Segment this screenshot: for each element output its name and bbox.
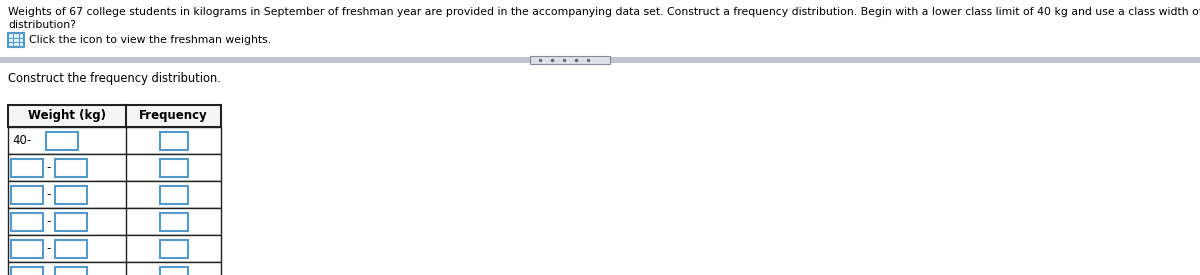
Bar bbox=[160, 266, 187, 275]
Text: -: - bbox=[47, 188, 52, 201]
Bar bbox=[8, 154, 221, 181]
Bar bbox=[8, 181, 221, 208]
Bar bbox=[8, 33, 24, 47]
Text: Construct the frequency distribution.: Construct the frequency distribution. bbox=[8, 72, 221, 85]
Bar bbox=[160, 213, 187, 230]
Text: -: - bbox=[47, 215, 52, 228]
Text: Click the icon to view the freshman weights.: Click the icon to view the freshman weig… bbox=[29, 35, 271, 45]
Text: distribution?: distribution? bbox=[8, 20, 76, 30]
Bar bbox=[160, 158, 187, 177]
Bar bbox=[160, 240, 187, 257]
Bar bbox=[8, 208, 221, 235]
Bar bbox=[11, 266, 43, 275]
Bar bbox=[55, 240, 88, 257]
Text: -: - bbox=[47, 242, 52, 255]
Bar bbox=[160, 186, 187, 204]
Bar bbox=[11, 213, 43, 230]
Bar bbox=[55, 158, 88, 177]
Bar bbox=[8, 105, 221, 127]
Text: Weights of 67 college students in kilograms in September of freshman year are pr: Weights of 67 college students in kilogr… bbox=[8, 7, 1200, 17]
Bar bbox=[11, 158, 43, 177]
Text: Frequency: Frequency bbox=[139, 109, 208, 122]
Bar bbox=[8, 262, 221, 275]
Bar bbox=[55, 266, 88, 275]
Bar bbox=[8, 127, 221, 154]
Bar bbox=[55, 186, 88, 204]
Bar bbox=[8, 235, 221, 262]
Text: 40-: 40- bbox=[12, 134, 31, 147]
Bar bbox=[160, 131, 187, 150]
Bar bbox=[0, 57, 1200, 63]
Bar bbox=[46, 131, 78, 150]
Bar bbox=[11, 186, 43, 204]
Bar bbox=[11, 240, 43, 257]
Text: Weight (kg): Weight (kg) bbox=[28, 109, 106, 122]
Text: -: - bbox=[47, 269, 52, 275]
Text: -: - bbox=[47, 161, 52, 174]
Bar bbox=[55, 213, 88, 230]
Bar bbox=[530, 56, 610, 64]
